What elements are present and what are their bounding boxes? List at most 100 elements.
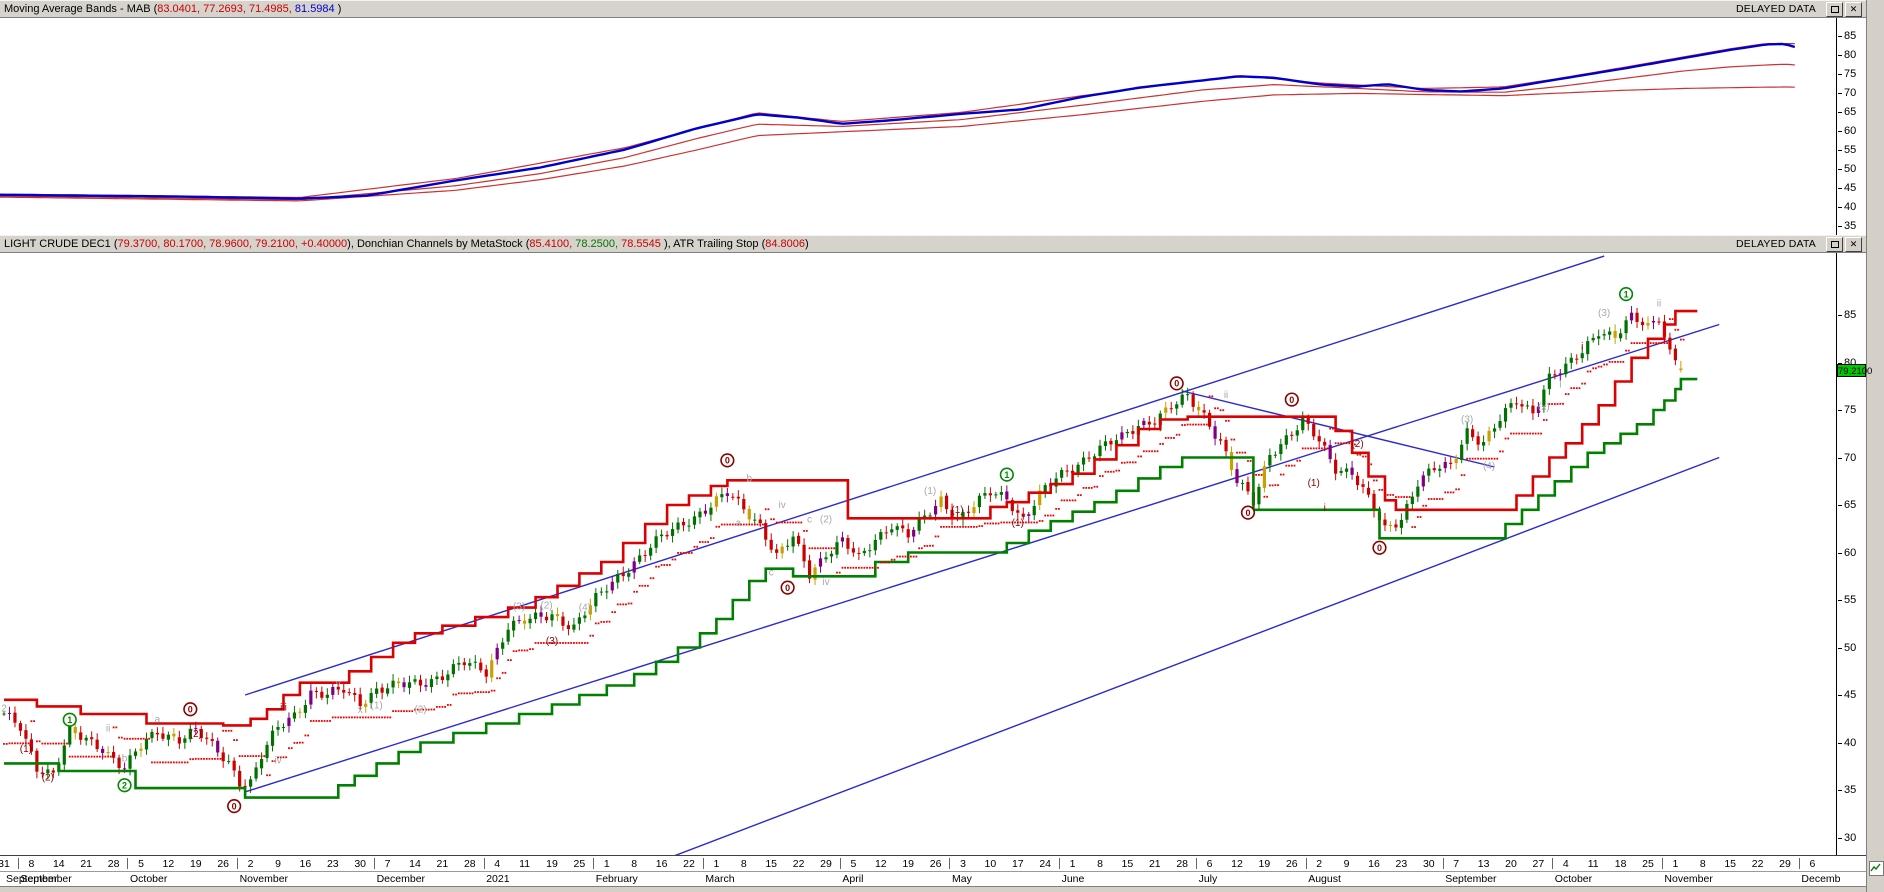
yaxis-tick xyxy=(1838,552,1842,554)
panel1-titlebar[interactable]: Moving Average Bands - MAB (83.0401, 77.… xyxy=(0,0,1866,18)
candle-body xyxy=(539,612,543,617)
trendline xyxy=(674,456,1720,855)
candle-body xyxy=(1218,439,1223,441)
atr-stop-dot xyxy=(156,761,159,764)
date-tick-label: 15 xyxy=(1121,858,1134,870)
atr-stop-dot xyxy=(1252,473,1255,476)
candle-body xyxy=(106,752,110,754)
atr-stop-dot xyxy=(794,521,797,524)
candle-body xyxy=(358,694,362,707)
candle-body xyxy=(1421,475,1425,487)
candle-body xyxy=(13,712,17,723)
atr-stop-dot xyxy=(942,525,945,528)
candle-body xyxy=(210,739,214,741)
candle-body xyxy=(846,538,850,549)
atr-stop-dot xyxy=(1614,360,1617,363)
mab-chart-canvas xyxy=(0,18,1837,235)
mab-chart-yaxis[interactable]: 85 80 75 70 65 60 55 50 45 40 35 xyxy=(1838,18,1866,235)
atr-stop-dot xyxy=(482,691,485,694)
wave-label: x xyxy=(358,705,363,716)
atr-stop-dot xyxy=(1200,423,1203,426)
atr-stop-dot xyxy=(1375,479,1378,482)
atr-stop-dot xyxy=(1342,442,1345,445)
month-separator xyxy=(1058,858,1060,869)
candle-body xyxy=(873,539,877,551)
atr-stop-dot xyxy=(441,705,444,708)
panel1-close-button[interactable]: ✕ xyxy=(1845,1,1862,17)
atr-stop-dot xyxy=(457,692,460,695)
candle-body xyxy=(632,561,636,573)
date-tick-label: 5 xyxy=(850,858,857,870)
yaxis-label: 55 xyxy=(1844,144,1857,156)
price-chart-yaxis[interactable]: 85 80 75 70 65 60 55 50 45 40 35 30 xyxy=(1838,253,1866,855)
candle-body xyxy=(205,737,209,739)
atr-stop-dot xyxy=(1090,487,1093,489)
atr-stop-dot xyxy=(1118,469,1121,472)
atr-stop-dot xyxy=(1104,470,1107,473)
yaxis-tick xyxy=(1838,790,1842,791)
candle-body xyxy=(238,770,242,787)
month-separator xyxy=(949,858,951,869)
atr-stop-dot xyxy=(715,525,718,528)
candle-body xyxy=(435,676,439,680)
candle-body xyxy=(232,760,236,771)
month-label: 2021 xyxy=(486,873,510,885)
candle-body xyxy=(1388,524,1393,526)
candle-body xyxy=(961,512,965,520)
atr-stop-dot xyxy=(644,584,647,587)
wave-label: 0 xyxy=(1174,379,1179,389)
date-tick-label: 14 xyxy=(52,858,65,870)
date-axis[interactable]: September 31 September 8 14 21 28 October 5 12 19 2… xyxy=(0,855,1866,887)
date-tick-label: 23 xyxy=(1395,858,1408,870)
atr-stop-dot xyxy=(452,693,455,696)
panel2-titlebar[interactable]: LIGHT CRUDE DEC1 (79.3700, 80.1700, 78.9… xyxy=(0,235,1866,253)
candle-body xyxy=(1306,417,1310,424)
atr-stop-dot xyxy=(205,757,208,760)
price-chart-plot[interactable]: 2 (1) (2) 1 ii b 2 a 0 (2) 0 iii iv v x (1) (2) (3) (2) (4)… xyxy=(0,253,1838,855)
donchian-lower-line xyxy=(4,377,1698,799)
atr-stop-dot xyxy=(940,525,942,528)
candle-body xyxy=(1295,430,1299,436)
candle-body xyxy=(594,592,598,607)
panel2-close-button[interactable]: ✕ xyxy=(1845,236,1862,252)
yaxis-tick xyxy=(1838,600,1842,601)
atr-stop-dot xyxy=(893,558,896,561)
atr-stop-dot xyxy=(329,720,331,722)
wave-label: (3) xyxy=(546,636,558,647)
atr-stop-dot xyxy=(1682,338,1685,341)
candle-body xyxy=(1021,513,1025,517)
candle-body xyxy=(407,682,412,688)
candle-body xyxy=(90,737,94,740)
atr-stop-dot xyxy=(1485,457,1488,460)
date-tick-label: 11 xyxy=(519,858,531,870)
month-label: April xyxy=(842,873,864,885)
yaxis-label: 75 xyxy=(1844,404,1857,416)
candle-body xyxy=(572,624,576,630)
atr-stop-dot xyxy=(1181,424,1184,426)
atr-stop-dot xyxy=(397,710,400,713)
candle-body xyxy=(528,618,532,624)
atr-stop-dot xyxy=(1052,514,1055,517)
atr-stop-dot xyxy=(1088,487,1090,489)
atr-stop-dot xyxy=(1452,491,1455,494)
panel1-restore-button[interactable] xyxy=(1826,1,1843,17)
panel2-restore-button[interactable] xyxy=(1826,236,1843,252)
candle-body xyxy=(775,549,779,553)
candle-body xyxy=(276,727,280,730)
atr-stop-dot xyxy=(85,755,88,758)
atr-stop-dot xyxy=(422,708,425,711)
chart-shortcut-icon[interactable] xyxy=(1869,861,1884,876)
candle-body xyxy=(1334,459,1338,474)
date-tick-label: 18 xyxy=(1614,858,1627,870)
yaxis-tick xyxy=(1838,362,1842,364)
atr-stop-dot xyxy=(35,740,38,743)
atr-stop-dot xyxy=(816,547,819,550)
atr-stop-dot xyxy=(992,522,994,525)
candle-body xyxy=(1679,368,1683,371)
candle-body xyxy=(1043,485,1047,492)
candle-body xyxy=(1186,394,1190,396)
restore-icon xyxy=(1830,5,1839,13)
atr-stop-dot xyxy=(562,642,564,644)
atr-stop-dot xyxy=(1134,461,1137,464)
mab-chart-plot[interactable] xyxy=(0,18,1838,235)
